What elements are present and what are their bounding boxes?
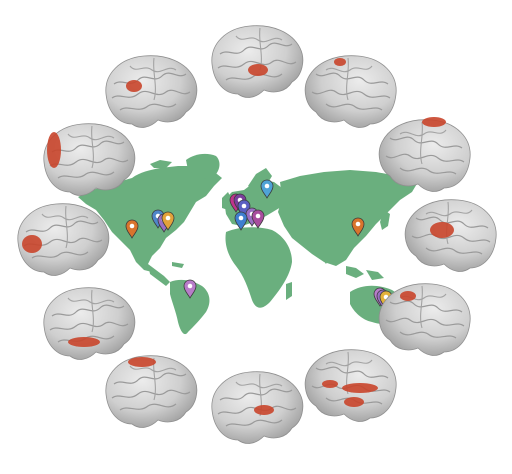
brain-right: [404, 199, 497, 273]
brain-left-upper: [43, 123, 136, 197]
activation-region: [342, 383, 378, 393]
pin-dot: [129, 223, 135, 229]
pin-marker-icon: [125, 219, 139, 239]
brain-ring: [17, 25, 497, 445]
pin-dot: [255, 213, 261, 219]
continent-asia: [278, 170, 418, 266]
map-pin-china: [351, 217, 365, 237]
activation-region: [322, 380, 338, 388]
brain-surface: [404, 199, 497, 273]
pin-marker-icon: [161, 211, 175, 231]
southeast-asia-islands: [346, 266, 384, 280]
continent-north-america: [78, 166, 222, 272]
pin-dot: [355, 221, 361, 227]
activation-region: [128, 357, 156, 367]
map-pin-usa-east-3: [161, 211, 175, 231]
map-pin-brazil: [183, 279, 197, 299]
activation-region: [254, 405, 274, 415]
brain-surface: [378, 283, 471, 357]
caribbean-islands: [172, 262, 184, 268]
map-pin-usa-west: [125, 219, 139, 239]
activation-region: [22, 235, 42, 253]
brain-left: [17, 203, 110, 277]
brain-surface: [105, 55, 198, 129]
activation-region: [248, 64, 268, 76]
brain-top: [211, 25, 304, 99]
brain-top-right: [304, 55, 397, 129]
activation-region: [430, 222, 454, 238]
activation-region: [68, 337, 100, 347]
brain-surface: [43, 287, 136, 361]
brain-bottom-right: [304, 349, 397, 423]
brain-surface: [105, 355, 198, 429]
arctic-islands: [150, 160, 186, 176]
pin-dot: [165, 215, 171, 221]
pin-dot: [238, 215, 244, 221]
continent-south-america: [170, 279, 210, 335]
map-pins: [125, 179, 393, 310]
brain-right-lower: [378, 283, 471, 357]
activation-region: [47, 132, 61, 168]
pin-marker-icon: [234, 211, 248, 231]
subcontinent-india: [314, 238, 334, 264]
brain-left-lower: [43, 287, 136, 361]
brain-top-left: [105, 55, 198, 129]
brain-bottom: [211, 371, 304, 445]
pin-marker-icon: [251, 209, 265, 229]
pin-marker-icon: [183, 279, 197, 299]
map-pin-scandinavia: [260, 179, 274, 199]
continent-greenland: [186, 153, 220, 179]
pin-dot: [187, 283, 193, 289]
island-uk: [222, 192, 232, 210]
continent-africa: [225, 227, 292, 308]
map-pin-europe-5: [251, 209, 265, 229]
activation-region: [400, 291, 416, 301]
activation-region: [344, 397, 364, 407]
continent-central-america: [148, 264, 170, 286]
pin-dot: [241, 203, 247, 209]
pin-marker-icon: [351, 217, 365, 237]
brain-bottom-left: [105, 355, 198, 429]
brain-surface: [304, 55, 397, 129]
activation-region: [422, 117, 446, 127]
island-japan: [380, 210, 390, 230]
pin-marker-icon: [260, 179, 274, 199]
island-madagascar: [286, 282, 292, 300]
brain-surface: [211, 25, 304, 99]
activation-region: [126, 80, 142, 92]
pin-dot: [264, 183, 270, 189]
activation-region: [334, 58, 346, 66]
map-pin-europe-4: [234, 211, 248, 231]
brain-right-upper: [378, 117, 471, 193]
